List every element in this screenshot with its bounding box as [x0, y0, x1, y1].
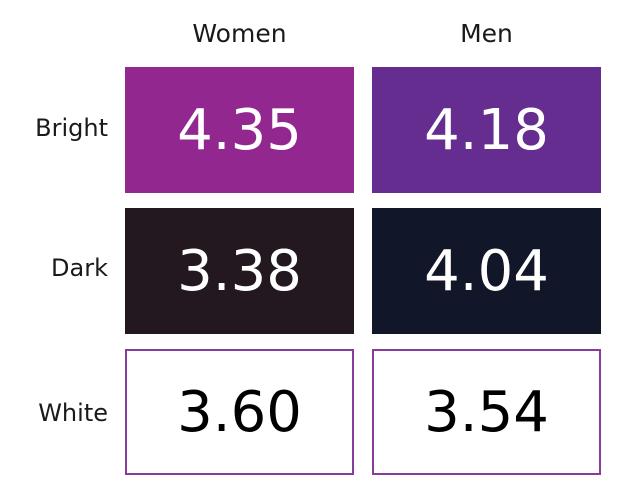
cell-white-women: 3.60 [125, 349, 354, 475]
row-label-white: White [38, 399, 108, 427]
cell-white-men: 3.54 [372, 349, 601, 475]
cell-dark-men: 4.04 [372, 208, 601, 334]
row-label-dark: Dark [51, 254, 108, 282]
column-header-women: Women [192, 19, 287, 48]
row-label-bright: Bright [35, 114, 108, 142]
column-header-men: Men [460, 19, 513, 48]
cell-dark-women: 3.38 [125, 208, 354, 334]
cell-bright-men: 4.18 [372, 67, 601, 193]
cell-bright-women: 4.35 [125, 67, 354, 193]
